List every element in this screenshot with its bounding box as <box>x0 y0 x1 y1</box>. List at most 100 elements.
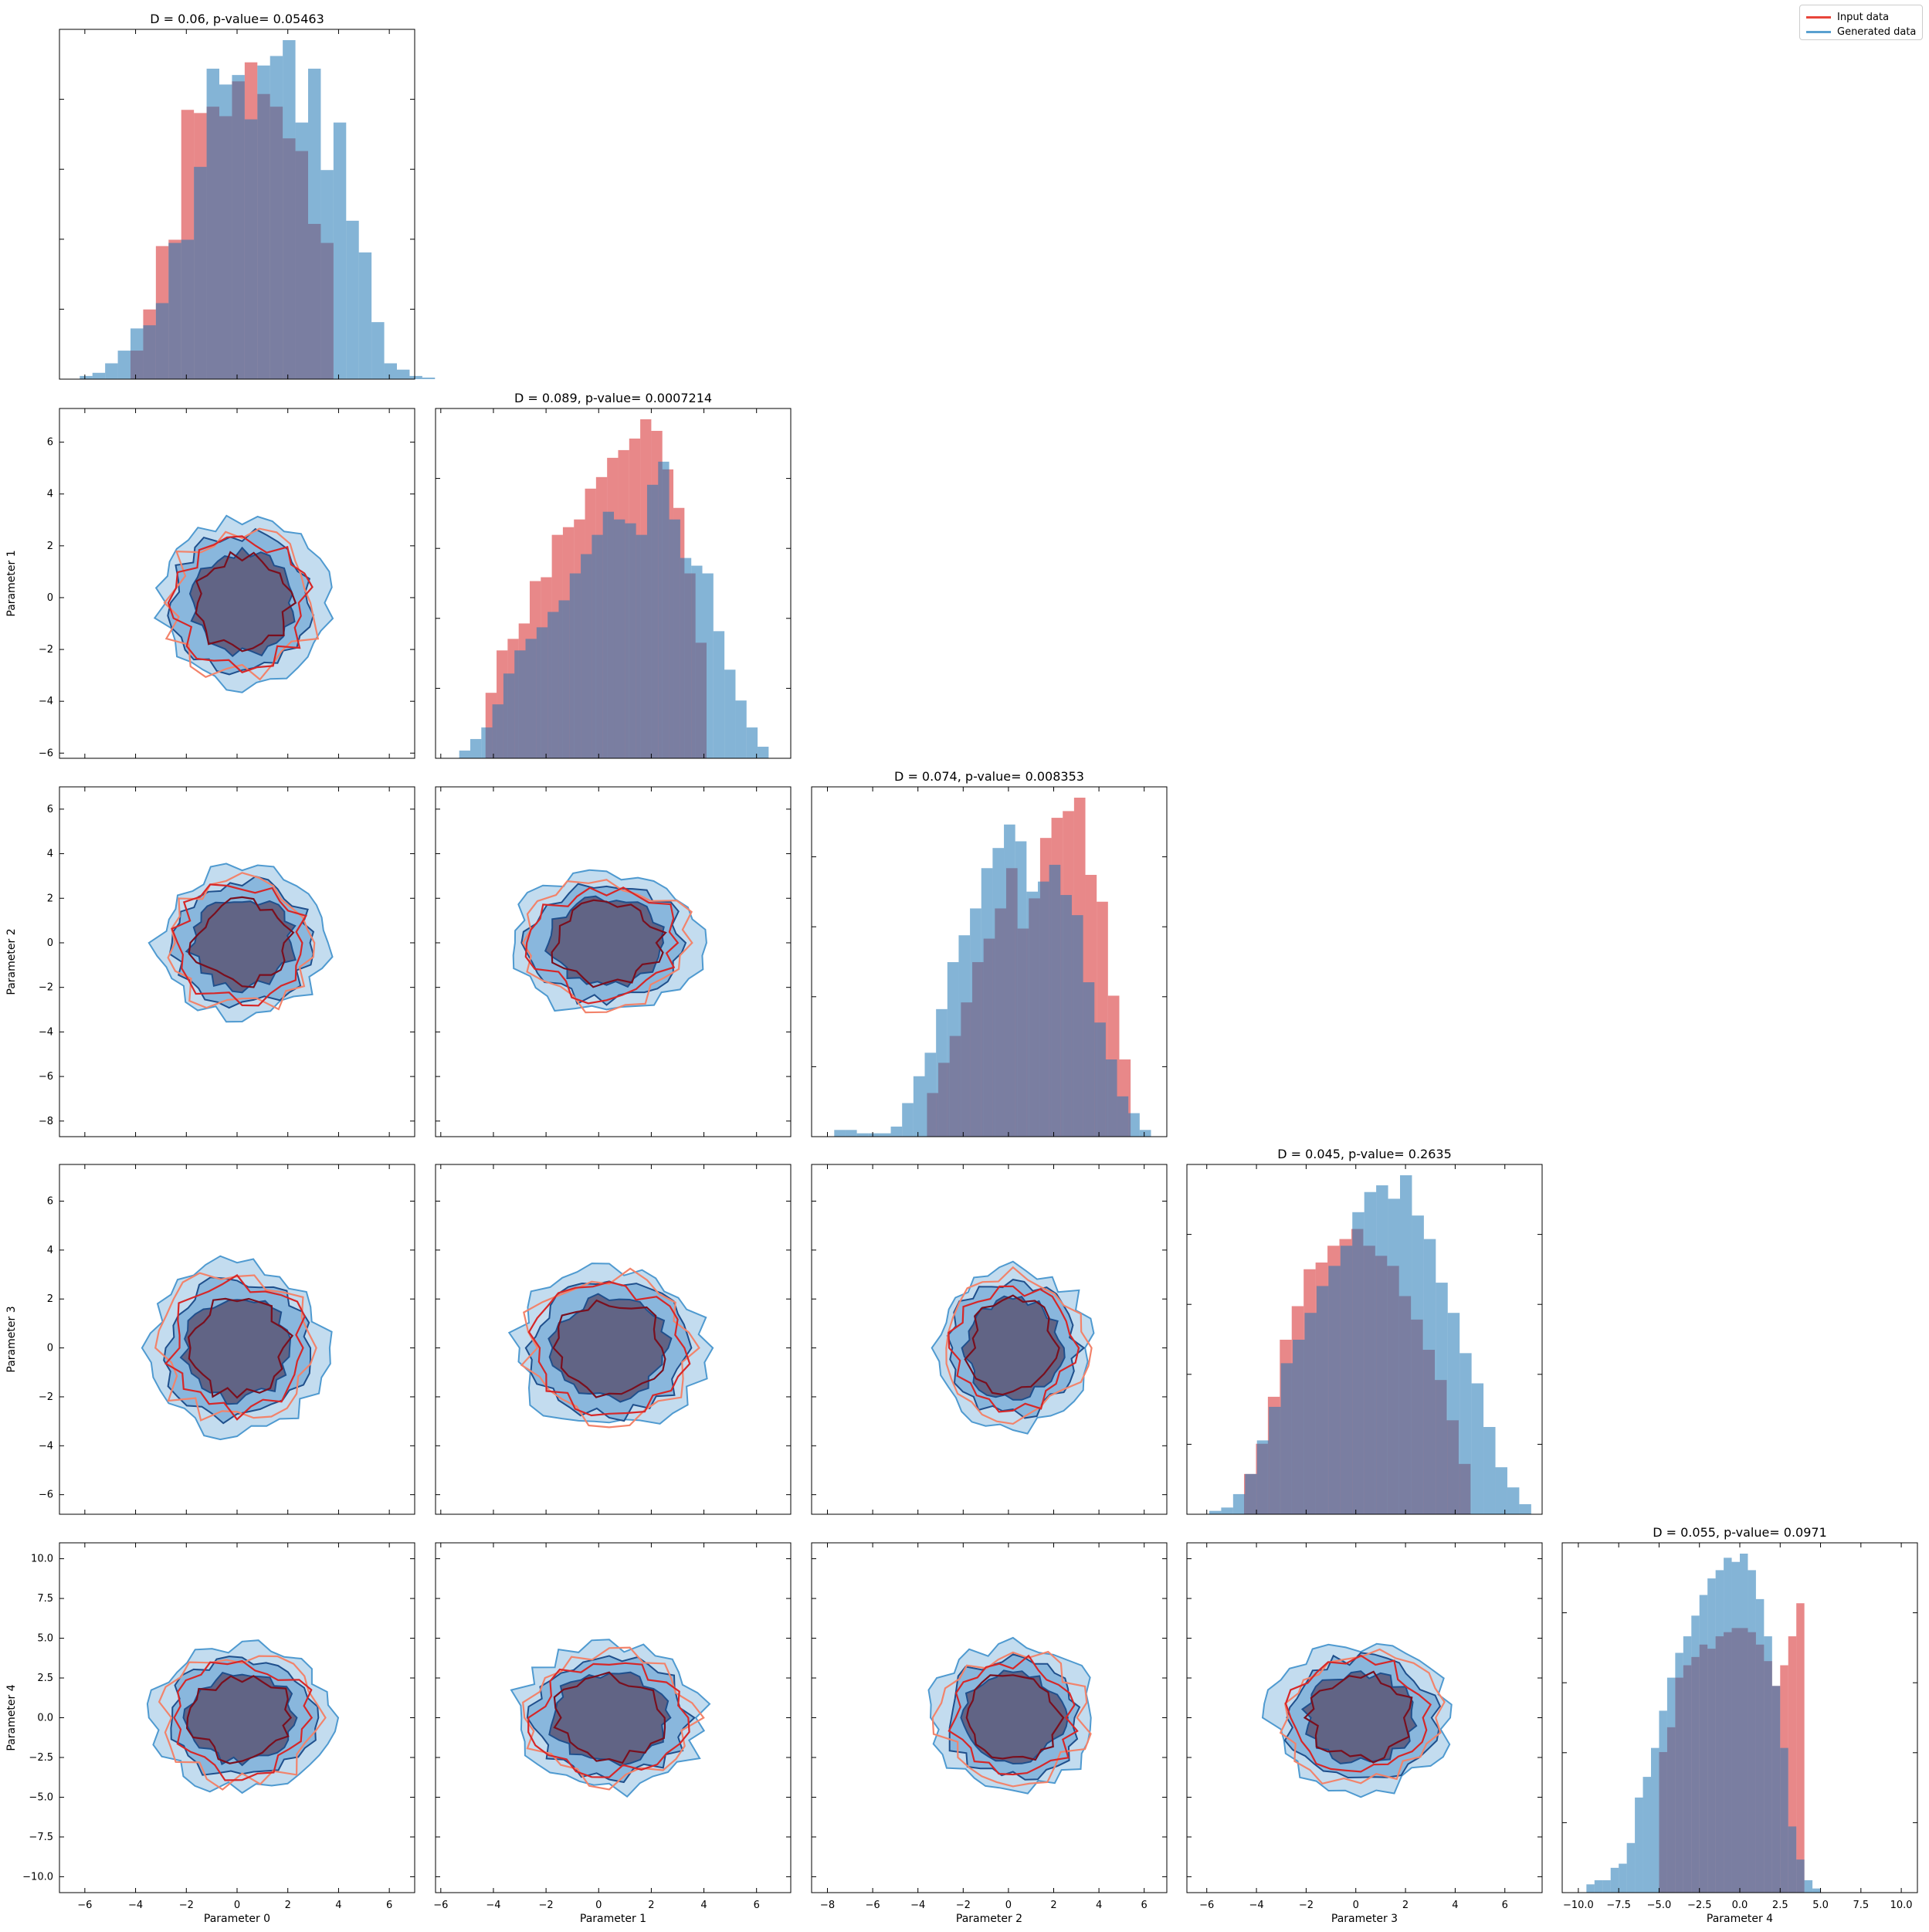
generated-hist-bar <box>658 461 670 758</box>
generated-hist-bar <box>602 511 615 758</box>
generated-hist-bar <box>308 68 321 379</box>
generated-hist-bar <box>1304 1313 1317 1514</box>
generated-hist-bar <box>1412 1215 1424 1514</box>
input-contour-inner <box>965 1674 1065 1761</box>
generated-hist-bar <box>1471 1383 1484 1514</box>
y-axis-label: Parameter 1 <box>5 550 18 616</box>
generated-hist-bar <box>1269 1406 1281 1514</box>
generated-hist-bar <box>1771 1686 1781 1893</box>
generated-hist-bar <box>1423 1239 1436 1514</box>
y-tick-label: 0 <box>47 937 53 949</box>
input-contour-middle <box>527 1281 691 1417</box>
generated-hist-bar <box>1666 1677 1676 1893</box>
input-contour-outer <box>931 1650 1092 1788</box>
x-axis-label: Parameter 0 <box>204 1913 270 1925</box>
input-contour-outer <box>167 872 316 1011</box>
generated-hist-bar <box>592 534 603 758</box>
generated-hist-bar <box>845 1130 857 1137</box>
panel-title: D = 0.089, p-value= 0.0007214 <box>514 391 712 405</box>
generated-hist-bar <box>333 122 347 379</box>
y-tick-label: 4 <box>47 489 53 500</box>
generated-hist-bar <box>625 523 636 758</box>
x-tick-label: 4 <box>700 1900 707 1911</box>
generated-hist-bar <box>1495 1467 1507 1514</box>
x-tick-label: 6 <box>1141 1900 1148 1911</box>
generated-hist-bar <box>219 84 232 379</box>
generated-hist-bar <box>358 252 372 379</box>
generated-hist-bar <box>525 639 537 758</box>
legend: Input data Generated data <box>1799 5 1923 40</box>
generated-hist-bar <box>1364 1191 1377 1514</box>
generated-hist-bar <box>992 848 1005 1137</box>
generated-hist-bar <box>724 669 736 758</box>
generated-hist-bar <box>232 75 245 379</box>
y-tick-label: 2.5 <box>37 1673 53 1684</box>
input-contour-inner <box>195 551 297 652</box>
contour-panel-0-3: −6 −4 −2 0 2 4 6 Parameter 3 <box>5 1164 415 1515</box>
contour-panel-0-4: −6 −4 −2 0 2 4 6 −10.0 −7.5 −5.0 −2.5 0.0 2.5 5.0 7.5 1… <box>5 1542 415 1925</box>
contour-panel-0-2: −8 −6 −4 −2 0 2 4 6 Parameter 2 <box>5 786 415 1137</box>
generated-hist-bar <box>1659 1710 1667 1893</box>
generated-hist-bar <box>1626 1842 1636 1893</box>
generated-hist-bar <box>481 727 493 758</box>
generated-hist-bar <box>206 68 219 379</box>
input-contour-inner <box>552 1299 666 1398</box>
generated-hist-bar <box>1340 1246 1353 1514</box>
x-tick-label: 6 <box>386 1900 392 1911</box>
generated-hist-bar <box>459 751 470 758</box>
generated-hist-bar <box>514 650 526 758</box>
generated-hist-bar <box>1037 881 1049 1137</box>
generated-hist-bar <box>1635 1797 1643 1893</box>
x-tick-label: −6 <box>866 1900 880 1911</box>
generated-hist-bar <box>1651 1747 1659 1893</box>
generated-hist-bar <box>283 40 296 379</box>
y-tick-label: −2.5 <box>29 1752 53 1764</box>
generated-hist-bar <box>614 519 625 758</box>
y-tick-label: 7.5 <box>37 1593 53 1605</box>
y-tick-label: −10.0 <box>22 1871 53 1883</box>
generated-hist-bar <box>1507 1487 1520 1514</box>
generated-hist-bar <box>1447 1313 1460 1514</box>
y-tick-label: 2 <box>47 893 53 904</box>
generated-hist-bar <box>92 372 106 379</box>
input-contour-middle <box>1284 1654 1432 1773</box>
generated-hist-bar <box>936 1008 948 1137</box>
y-tick-label: −6 <box>39 747 53 759</box>
y-tick-label: 6 <box>47 804 53 815</box>
panel-frame <box>435 1164 792 1515</box>
generated-hist-bar <box>244 119 258 379</box>
generated-hist-bar <box>1780 1747 1788 1893</box>
input-contour-outer <box>521 879 693 1014</box>
generated-hist-bar <box>581 554 592 758</box>
x-tick-label: 2 <box>285 1900 291 1911</box>
generated-hist-bar <box>168 242 181 379</box>
input-contour-outer <box>1279 1648 1446 1785</box>
generated-hist-bar <box>1400 1175 1412 1514</box>
hist-panel-2: D = 0.074, p-value= 0.008353 <box>811 769 1168 1137</box>
generated-hist-bar <box>346 220 359 379</box>
x-tick-label: 0 <box>1005 1900 1012 1911</box>
generated-hist-bar <box>1328 1266 1341 1514</box>
contour-panel-1-3 <box>435 1164 792 1515</box>
generated-hist-bar <box>1707 1578 1716 1893</box>
generated-hist-bar <box>1683 1636 1692 1893</box>
input-contour-outer <box>163 527 320 681</box>
generated-hist-bar <box>1071 915 1083 1137</box>
input-contour-outer <box>522 1646 705 1791</box>
y-tick-label: −4 <box>39 696 53 707</box>
y-tick-label: −5.0 <box>29 1791 53 1803</box>
generated-hist-bar <box>691 565 703 758</box>
generated-hist-bar <box>155 303 169 379</box>
generated-hist-bar <box>470 739 482 758</box>
generated-hist-bar <box>422 377 436 379</box>
generated-hist-bar <box>1388 1198 1400 1514</box>
generated-hist-bar <box>1748 1570 1756 1893</box>
generated-hist-bar <box>1376 1185 1388 1514</box>
generated-hist-bar <box>947 961 959 1137</box>
x-tick-label: −6 <box>77 1900 92 1911</box>
y-tick-label: 0 <box>47 592 53 604</box>
y-tick-label: −7.5 <box>29 1832 53 1843</box>
generated-hist-bar <box>1316 1286 1329 1514</box>
generated-hist-bar <box>1094 1022 1106 1137</box>
